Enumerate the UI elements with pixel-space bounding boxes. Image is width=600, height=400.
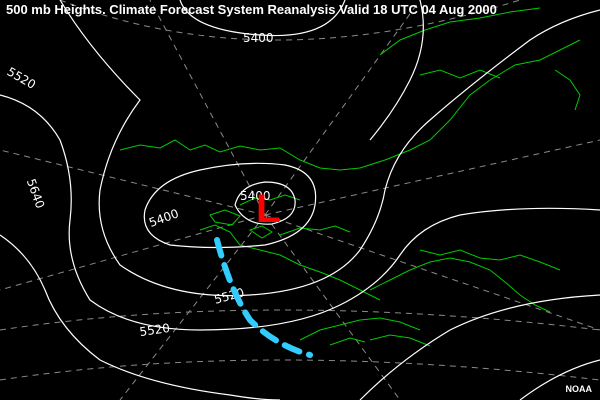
noaa-credit: NOAA [565,384,593,394]
map-title: 500 mb Heights. Climate Forecast System … [6,2,497,17]
low-pressure-marker: L [256,187,280,231]
coastlines [119,7,581,347]
trough-line [214,237,313,358]
contour-label-center: 5400 [240,189,271,203]
contour-label-bottom: 5520 [139,321,171,339]
contour-label-north: 5400 [243,31,274,45]
